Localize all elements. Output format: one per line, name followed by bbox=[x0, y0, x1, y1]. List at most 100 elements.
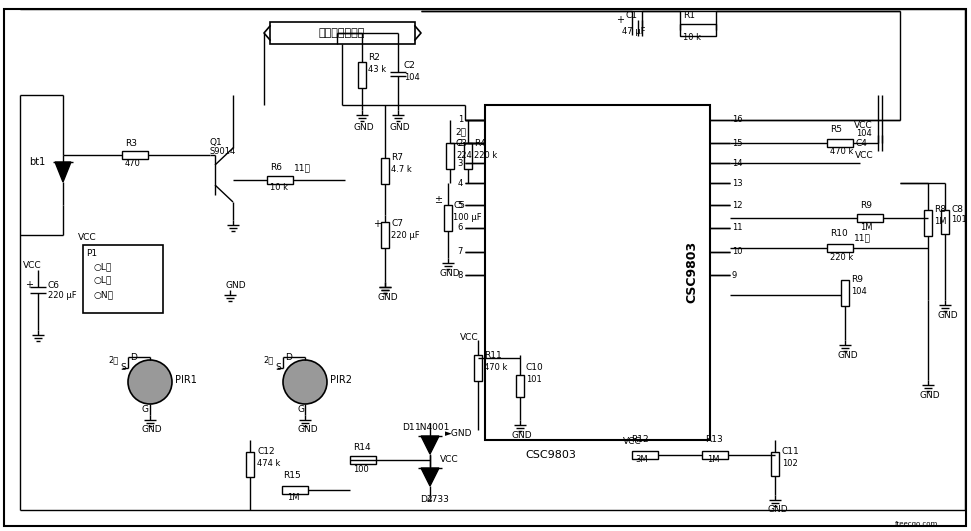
Text: D: D bbox=[285, 353, 292, 362]
Bar bbox=[446, 143, 454, 169]
Text: R9: R9 bbox=[860, 201, 872, 210]
Text: 43 k: 43 k bbox=[368, 65, 386, 74]
Text: R2: R2 bbox=[368, 54, 380, 63]
Text: PIR2: PIR2 bbox=[330, 375, 352, 385]
Text: 10 k: 10 k bbox=[270, 184, 288, 193]
Text: R6: R6 bbox=[270, 164, 282, 173]
Text: S9014: S9014 bbox=[210, 148, 236, 157]
Text: R11: R11 bbox=[484, 350, 502, 359]
Text: 2脚: 2脚 bbox=[108, 355, 118, 364]
Text: ○N进: ○N进 bbox=[93, 290, 113, 299]
Text: 224: 224 bbox=[456, 150, 472, 159]
Text: 104: 104 bbox=[856, 130, 872, 139]
Text: GND: GND bbox=[512, 432, 533, 441]
Text: S: S bbox=[275, 364, 281, 373]
Text: 6: 6 bbox=[457, 224, 463, 233]
Text: D2: D2 bbox=[420, 494, 432, 503]
Text: 14: 14 bbox=[732, 158, 743, 167]
Text: VCC: VCC bbox=[460, 332, 479, 341]
Text: C12: C12 bbox=[257, 448, 275, 457]
Text: freecgo.com: freecgo.com bbox=[895, 521, 938, 527]
Text: R12: R12 bbox=[631, 435, 649, 444]
Bar bbox=[246, 452, 254, 477]
Polygon shape bbox=[421, 436, 439, 454]
Text: 470: 470 bbox=[125, 159, 141, 168]
Text: 16: 16 bbox=[732, 116, 743, 124]
Text: 10 k: 10 k bbox=[683, 33, 701, 42]
Text: Q1: Q1 bbox=[210, 139, 222, 148]
Text: 4733: 4733 bbox=[427, 494, 450, 503]
Text: C4: C4 bbox=[856, 139, 868, 148]
Polygon shape bbox=[421, 468, 439, 486]
Text: R14: R14 bbox=[353, 442, 371, 451]
Text: 220 μF: 220 μF bbox=[48, 292, 77, 301]
Bar bbox=[857, 214, 883, 222]
Bar bbox=[350, 456, 376, 464]
Text: VCC: VCC bbox=[23, 261, 42, 270]
Text: 5: 5 bbox=[457, 201, 463, 210]
Text: GND: GND bbox=[225, 280, 246, 289]
Text: C10: C10 bbox=[526, 364, 544, 373]
Text: 4: 4 bbox=[457, 178, 463, 187]
Text: bt1: bt1 bbox=[29, 157, 45, 167]
Text: PIR1: PIR1 bbox=[175, 375, 197, 385]
Bar bbox=[444, 205, 452, 231]
Text: R3: R3 bbox=[125, 139, 137, 148]
Text: ○L进: ○L进 bbox=[93, 276, 112, 285]
Text: R13: R13 bbox=[705, 435, 722, 444]
Text: R9: R9 bbox=[851, 276, 863, 285]
Text: 47 μF: 47 μF bbox=[622, 28, 646, 37]
Text: R8: R8 bbox=[934, 205, 946, 215]
Text: 1M: 1M bbox=[860, 222, 873, 232]
Text: 9: 9 bbox=[732, 270, 737, 279]
Text: 104: 104 bbox=[851, 287, 867, 296]
Text: 10: 10 bbox=[732, 247, 743, 256]
Text: G: G bbox=[297, 405, 304, 414]
Text: VCC: VCC bbox=[440, 456, 458, 465]
Text: GND: GND bbox=[377, 294, 398, 303]
Bar bbox=[474, 355, 482, 381]
Text: GND: GND bbox=[390, 124, 411, 133]
Text: R1: R1 bbox=[683, 12, 695, 21]
Bar bbox=[485, 105, 710, 440]
Bar bbox=[381, 222, 389, 248]
Text: 8: 8 bbox=[457, 270, 463, 279]
Polygon shape bbox=[55, 162, 71, 182]
Text: C3: C3 bbox=[456, 139, 468, 148]
Text: +: + bbox=[616, 15, 624, 25]
Text: GND: GND bbox=[142, 424, 162, 433]
Text: 220 k: 220 k bbox=[830, 253, 854, 262]
Text: 470 k: 470 k bbox=[484, 363, 508, 372]
Text: 100 μF: 100 μF bbox=[453, 213, 482, 222]
Text: VCC: VCC bbox=[623, 438, 642, 447]
Bar bbox=[841, 280, 849, 306]
Text: R4: R4 bbox=[474, 139, 486, 148]
Text: GND: GND bbox=[937, 311, 957, 320]
Text: VCC: VCC bbox=[855, 150, 874, 159]
Text: D1: D1 bbox=[402, 423, 415, 432]
Text: 1: 1 bbox=[457, 116, 463, 124]
Text: R5: R5 bbox=[830, 125, 842, 134]
Text: 102: 102 bbox=[782, 458, 798, 467]
Text: 1M: 1M bbox=[287, 492, 299, 501]
Bar bbox=[358, 62, 366, 88]
Bar bbox=[771, 452, 779, 476]
Text: C2: C2 bbox=[404, 62, 416, 71]
Text: C7: C7 bbox=[391, 219, 403, 228]
Text: 2: 2 bbox=[457, 139, 463, 148]
Text: 15: 15 bbox=[732, 139, 743, 148]
Text: C6: C6 bbox=[48, 280, 60, 289]
Text: G: G bbox=[142, 405, 149, 414]
Text: 1M: 1M bbox=[934, 218, 947, 227]
Bar bbox=[827, 244, 853, 252]
Text: 无线线号输入端: 无线线号输入端 bbox=[318, 28, 365, 38]
Text: 474 k: 474 k bbox=[257, 458, 281, 467]
Text: 101: 101 bbox=[526, 375, 542, 384]
Text: 1N4001: 1N4001 bbox=[415, 423, 451, 432]
Bar bbox=[632, 451, 658, 459]
Text: 470 k: 470 k bbox=[830, 148, 854, 157]
Text: 2脚: 2脚 bbox=[263, 355, 273, 364]
Bar bbox=[270, 22, 415, 44]
Text: 11: 11 bbox=[732, 224, 743, 233]
Text: 3: 3 bbox=[457, 158, 463, 167]
